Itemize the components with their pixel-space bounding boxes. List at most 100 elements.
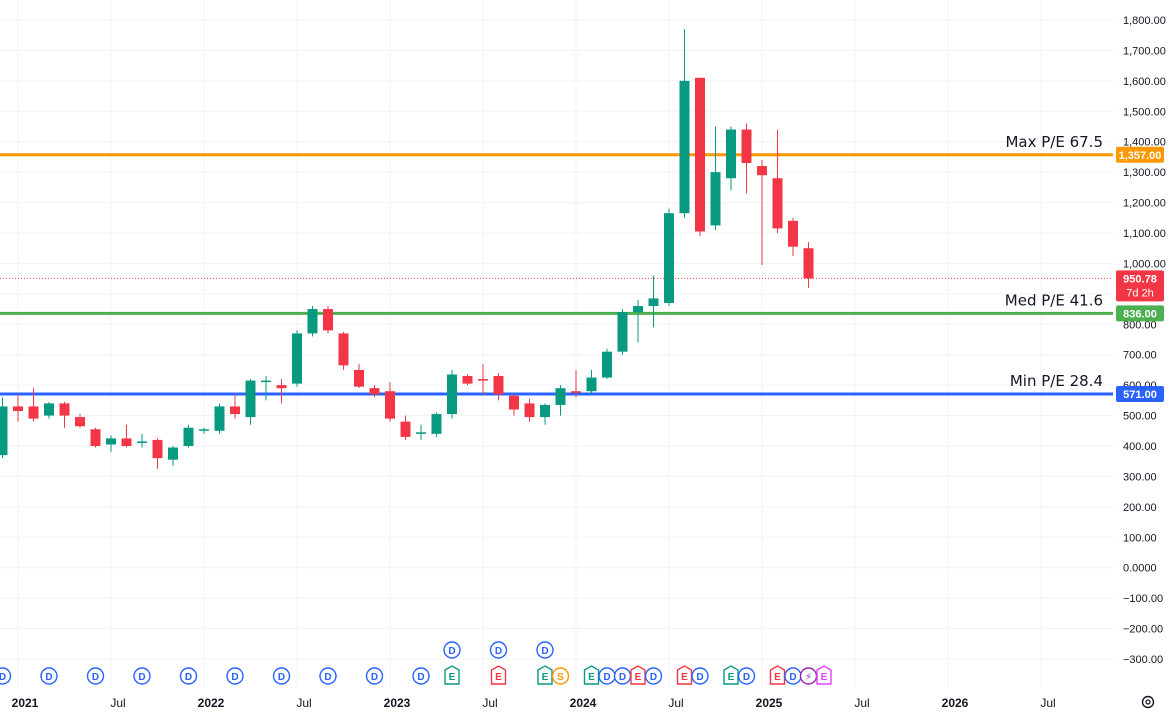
candle: [710, 126, 721, 230]
marker-label: E: [542, 672, 549, 683]
event-marker-dividend[interactable]: D: [412, 667, 430, 685]
y-tick-label: −100.00: [1123, 593, 1163, 605]
event-marker-earnings-beat[interactable]: E: [723, 665, 739, 685]
gear-icon[interactable]: [1141, 695, 1155, 709]
event-marker-news[interactable]: ⚡: [799, 667, 818, 685]
y-tick-label: 1,800.00: [1123, 15, 1166, 27]
event-marker-earnings-miss[interactable]: E: [490, 665, 507, 685]
event-markers[interactable]: DDDDDDDDDDDEDEDEDSEDDEDEDEDED⚡E: [0, 641, 832, 685]
event-marker-earnings-beat[interactable]: E: [444, 665, 460, 685]
candle: [137, 433, 147, 448]
candle-body: [648, 298, 659, 307]
event-marker-dividend[interactable]: D: [598, 667, 616, 685]
marker-label: E: [728, 672, 735, 683]
price-tag-label: 1,357.00: [1119, 150, 1162, 162]
marker-label: E: [588, 672, 595, 683]
event-marker-dividend[interactable]: D: [489, 641, 508, 659]
candle: [121, 424, 132, 448]
candle: [447, 369, 457, 419]
event-marker-dividend[interactable]: D: [133, 667, 151, 685]
marker-shape: [179, 667, 198, 685]
candle: [261, 376, 271, 401]
candle-body: [152, 439, 163, 459]
event-marker-dividend[interactable]: D: [272, 667, 291, 685]
marker-label: D: [495, 646, 502, 657]
candle: [75, 414, 85, 428]
event-marker-dividend[interactable]: D: [784, 667, 802, 685]
event-marker-dividend[interactable]: D: [319, 667, 337, 685]
candle: [679, 29, 690, 218]
candle-body: [59, 403, 70, 416]
candle-body: [276, 385, 287, 389]
x-axis[interactable]: 2021 Jul 2022 Jul 2023 Jul 2024 Jul 2025 Jul 2026 J…: [12, 696, 1056, 710]
candle: [307, 306, 318, 337]
event-marker-dividend[interactable]: D: [737, 667, 756, 685]
candle-body: [633, 306, 643, 313]
event-marker-earnings-miss[interactable]: E: [676, 665, 693, 685]
event-marker-dividend[interactable]: D: [0, 667, 12, 685]
candle-body: [121, 438, 132, 446]
event-marker-earnings-beat[interactable]: E: [583, 665, 600, 685]
event-marker-dividend[interactable]: D: [226, 667, 244, 685]
marker-shape: [444, 665, 460, 685]
current-price-label: 950.78: [1123, 273, 1157, 285]
marker-label: D: [278, 672, 285, 683]
marker-label: D: [45, 672, 52, 683]
price-tag-label: 571.00: [1123, 389, 1157, 401]
candle: [385, 382, 395, 422]
event-marker-earnings-upcoming[interactable]: E: [816, 665, 832, 685]
event-marker-dividend[interactable]: D: [40, 667, 58, 685]
candle: [633, 299, 643, 343]
y-tick-label: 500.00: [1123, 411, 1157, 423]
event-marker-dividend[interactable]: D: [443, 641, 461, 659]
event-marker-dividend[interactable]: D: [644, 667, 663, 685]
marker-label: E: [449, 672, 456, 683]
event-marker-earnings-miss[interactable]: E: [630, 665, 646, 685]
candle: [28, 388, 39, 422]
event-marker-dividend[interactable]: D: [613, 667, 632, 685]
marker-label: D: [448, 646, 455, 657]
candle-body: [617, 312, 628, 352]
candle: [431, 412, 442, 437]
price-tag: [1116, 305, 1164, 322]
y-tick-label: 1,300.00: [1123, 167, 1166, 179]
candle-body: [416, 432, 426, 434]
candle: [772, 129, 783, 233]
candle-body: [307, 309, 318, 334]
marker-shape: [319, 667, 337, 685]
candle-body: [0, 406, 8, 456]
candle: [13, 394, 23, 422]
current-price-tag: [1116, 270, 1164, 302]
event-marker-dividend[interactable]: D: [365, 667, 384, 685]
candle: [59, 401, 70, 428]
x-tick-label: Jul: [1040, 696, 1055, 710]
candle-body: [338, 333, 349, 366]
marker-label: D: [789, 672, 796, 683]
candle: [369, 385, 380, 398]
marker-label: E: [774, 672, 781, 683]
candle: [214, 403, 225, 434]
event-marker-split[interactable]: S: [551, 667, 570, 685]
event-marker-dividend[interactable]: D: [691, 667, 709, 685]
candle-body: [695, 77, 705, 232]
event-marker-earnings-beat[interactable]: E: [537, 665, 553, 685]
candle-body: [230, 406, 240, 415]
y-axis[interactable]: 1,800.00 1,700.00 1,600.00 1,500.00 1,400.00…: [1123, 15, 1166, 666]
candle-body: [679, 80, 690, 214]
marker-label: D: [650, 672, 657, 683]
candle: [803, 242, 814, 288]
candle-body: [400, 421, 411, 437]
candle-body: [199, 429, 209, 431]
event-marker-dividend[interactable]: D: [536, 641, 554, 659]
marker-label: E: [495, 672, 502, 683]
event-marker-dividend[interactable]: D: [179, 667, 198, 685]
marker-label: D: [619, 672, 626, 683]
marker-label: D: [541, 646, 548, 657]
y-tick-label: 300.00: [1123, 471, 1157, 483]
event-marker-dividend[interactable]: D: [86, 667, 105, 685]
candle: [230, 394, 240, 419]
candle-body: [447, 374, 457, 415]
candle: [757, 159, 767, 265]
event-marker-earnings-miss[interactable]: E: [769, 665, 786, 685]
